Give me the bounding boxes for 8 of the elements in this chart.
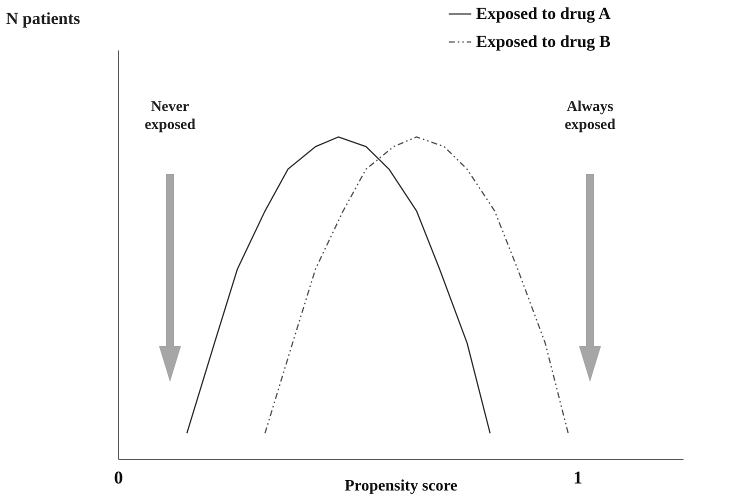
- legend-label: Exposed to drug B: [476, 32, 611, 51]
- text: Always exposed: [564, 98, 616, 134]
- text: N patients: [6, 9, 80, 28]
- legend-label: Exposed to drug A: [476, 4, 612, 23]
- x-tick-label: 1: [573, 468, 582, 488]
- text: Never exposed: [144, 98, 196, 134]
- x-axis-title: Propensity score: [344, 478, 458, 494]
- x-tick-label: 0: [114, 468, 123, 488]
